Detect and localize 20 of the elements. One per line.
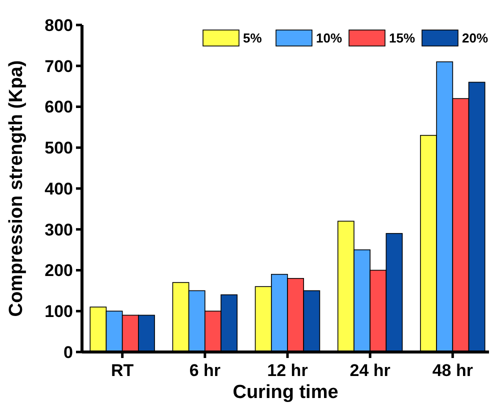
legend-label: 15% [389,30,416,46]
legend-label: 10% [316,30,342,46]
y-tick-label: 500 [44,138,73,158]
x-tick-label: 48 hr [432,361,474,380]
legend-label: 5% [243,30,262,46]
x-tick-label: 6 hr [189,361,221,380]
x-axis-title: Curing time [232,382,338,403]
y-tick-label: 700 [44,56,73,76]
legend-label: 20% [462,30,488,46]
y-tick-label: 100 [44,302,73,322]
x-tick-label: 12 hr [267,361,308,380]
y-tick-label: 0 [64,342,73,362]
x-tick-label: RT [111,361,134,380]
y-tick-label: 800 [44,16,73,35]
y-axis-title: Compression strength (Kpa) [6,60,27,317]
x-tick-label: 24 hr [350,361,391,380]
y-tick-label: 200 [44,261,73,280]
y-tick-label: 600 [44,98,73,117]
y-tick-label: 300 [44,220,73,240]
y-tick-label: 400 [44,179,73,198]
